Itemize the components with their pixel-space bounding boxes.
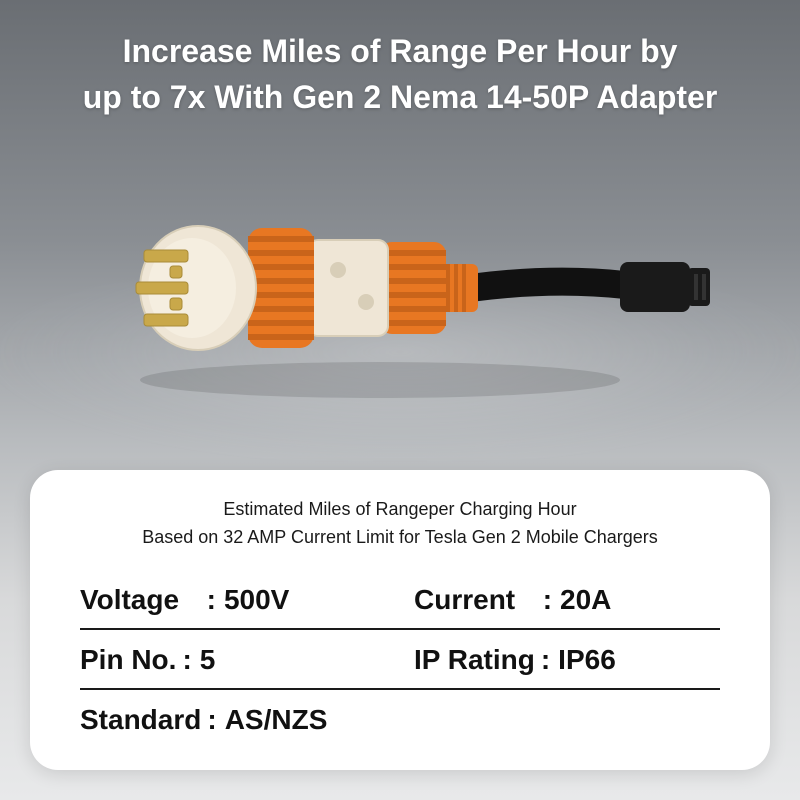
spec-label: Voltage: [80, 584, 179, 616]
spec-row-2: Pin No. : 5 IP Rating : IP66: [80, 630, 720, 690]
spec-ip-rating: IP Rating : IP66: [406, 644, 720, 676]
spec-card: Estimated Miles of Rangeper Charging Hou…: [30, 470, 770, 770]
spec-subtitle-line-2: Based on 32 AMP Current Limit for Tesla …: [142, 527, 658, 547]
spec-label: Standard: [80, 704, 201, 736]
spec-value: AS/NZS: [225, 704, 328, 736]
headline-line-1: Increase Miles of Range Per Hour by: [123, 33, 678, 69]
spec-value: 20A: [560, 584, 611, 616]
spec-standard: Standard : AS/NZS: [80, 704, 720, 736]
spec-label: IP Rating: [414, 644, 535, 676]
spec-value: 5: [200, 644, 216, 676]
spec-subtitle: Estimated Miles of Rangeper Charging Hou…: [80, 496, 720, 552]
headline: Increase Miles of Range Per Hour by up t…: [0, 28, 800, 121]
spec-label: Current: [414, 584, 515, 616]
spec-voltage: Voltage : 500V: [80, 584, 386, 616]
spec-current: Current : 20A: [406, 584, 720, 616]
spec-row-3: Standard : AS/NZS: [80, 690, 720, 736]
spec-subtitle-line-1: Estimated Miles of Rangeper Charging Hou…: [223, 499, 576, 519]
spec-value: 500V: [224, 584, 289, 616]
spec-pin-no: Pin No. : 5: [80, 644, 386, 676]
spec-row-1: Voltage : 500V Current : 20A: [80, 570, 720, 630]
headline-line-2: up to 7x With Gen 2 Nema 14-50P Adapter: [83, 79, 718, 115]
spec-label: Pin No.: [80, 644, 176, 676]
product-image: [80, 170, 720, 430]
spec-value: IP66: [558, 644, 616, 676]
